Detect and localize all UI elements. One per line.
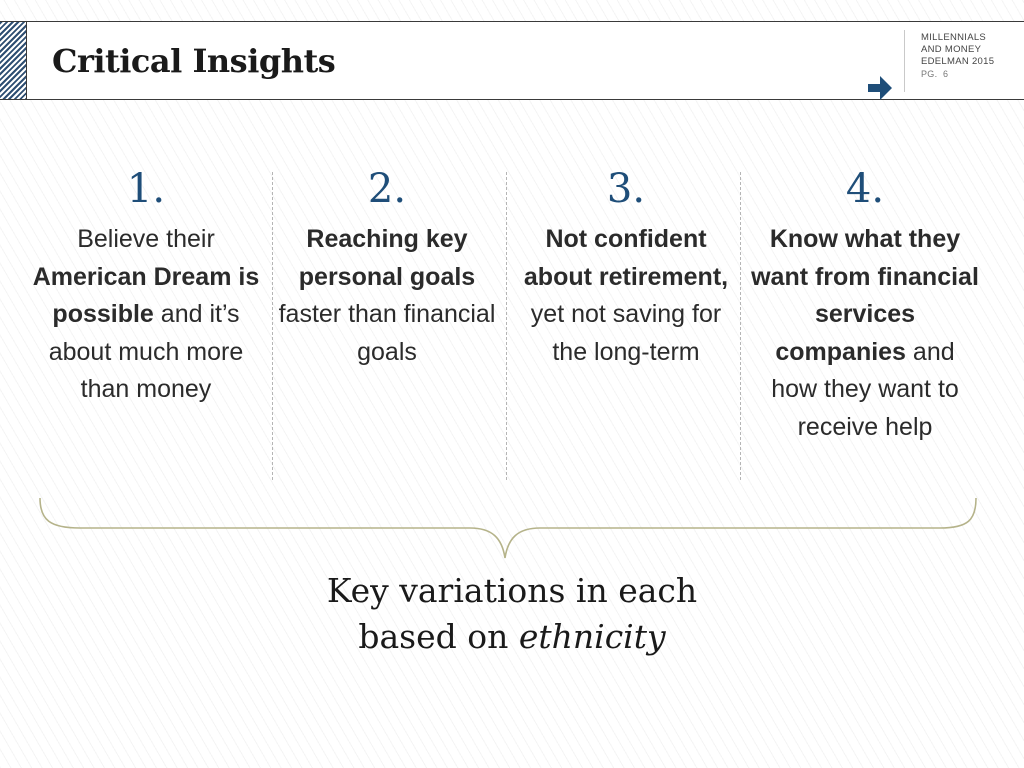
insight-number: 4. xyxy=(845,166,885,212)
column-divider xyxy=(506,172,507,480)
curly-brace-decoration xyxy=(39,497,977,559)
header-hatch-decoration xyxy=(0,22,27,99)
column-divider xyxy=(272,172,273,480)
caption-line-2: based on ethnicity xyxy=(358,617,666,656)
page-number: PG. 6 xyxy=(921,68,994,80)
edelman-arrow-icon xyxy=(868,76,892,100)
page-label: PG. xyxy=(921,69,938,79)
insight-3: 3. Not confident about retirement, yet n… xyxy=(511,163,741,371)
page-number-value: 6 xyxy=(943,69,949,79)
insight-4: 4. Know what they want from financial se… xyxy=(750,163,980,447)
ethnicity-emphasis: ethnicity xyxy=(518,617,666,656)
insight-text: Not confident about retirement, yet not … xyxy=(523,225,729,366)
insight-2: 2. Reaching key personal goals faster th… xyxy=(272,163,502,371)
caption-line-1: Key variations in each xyxy=(326,571,698,610)
insight-number: 2. xyxy=(367,166,407,212)
brand-line-3: EDELMAN 2015 xyxy=(921,56,995,67)
insight-text: Believe their American Dream is possible… xyxy=(32,225,260,404)
insight-1: 1. Believe their American Dream is possi… xyxy=(31,163,261,409)
insight-number: 3. xyxy=(606,166,646,212)
insight-text: Reaching key personal goals faster than … xyxy=(278,225,496,366)
insight-number: 1. xyxy=(126,166,166,212)
brand-line-1: MILLENNIALS xyxy=(921,32,987,43)
key-variations-caption: Key variations in each based on ethnicit… xyxy=(262,568,762,660)
slide-header: Critical Insights MILLENNIALS AND MONEY … xyxy=(0,21,1024,100)
page-title: Critical Insights xyxy=(52,42,336,80)
brand-block: MILLENNIALS AND MONEY EDELMAN 2015 PG. 6 xyxy=(921,32,994,80)
insight-text: Know what they want from financial servi… xyxy=(751,225,979,441)
column-divider xyxy=(740,172,741,480)
brand-divider xyxy=(904,30,905,92)
brand-line-2: AND MONEY xyxy=(921,44,982,55)
